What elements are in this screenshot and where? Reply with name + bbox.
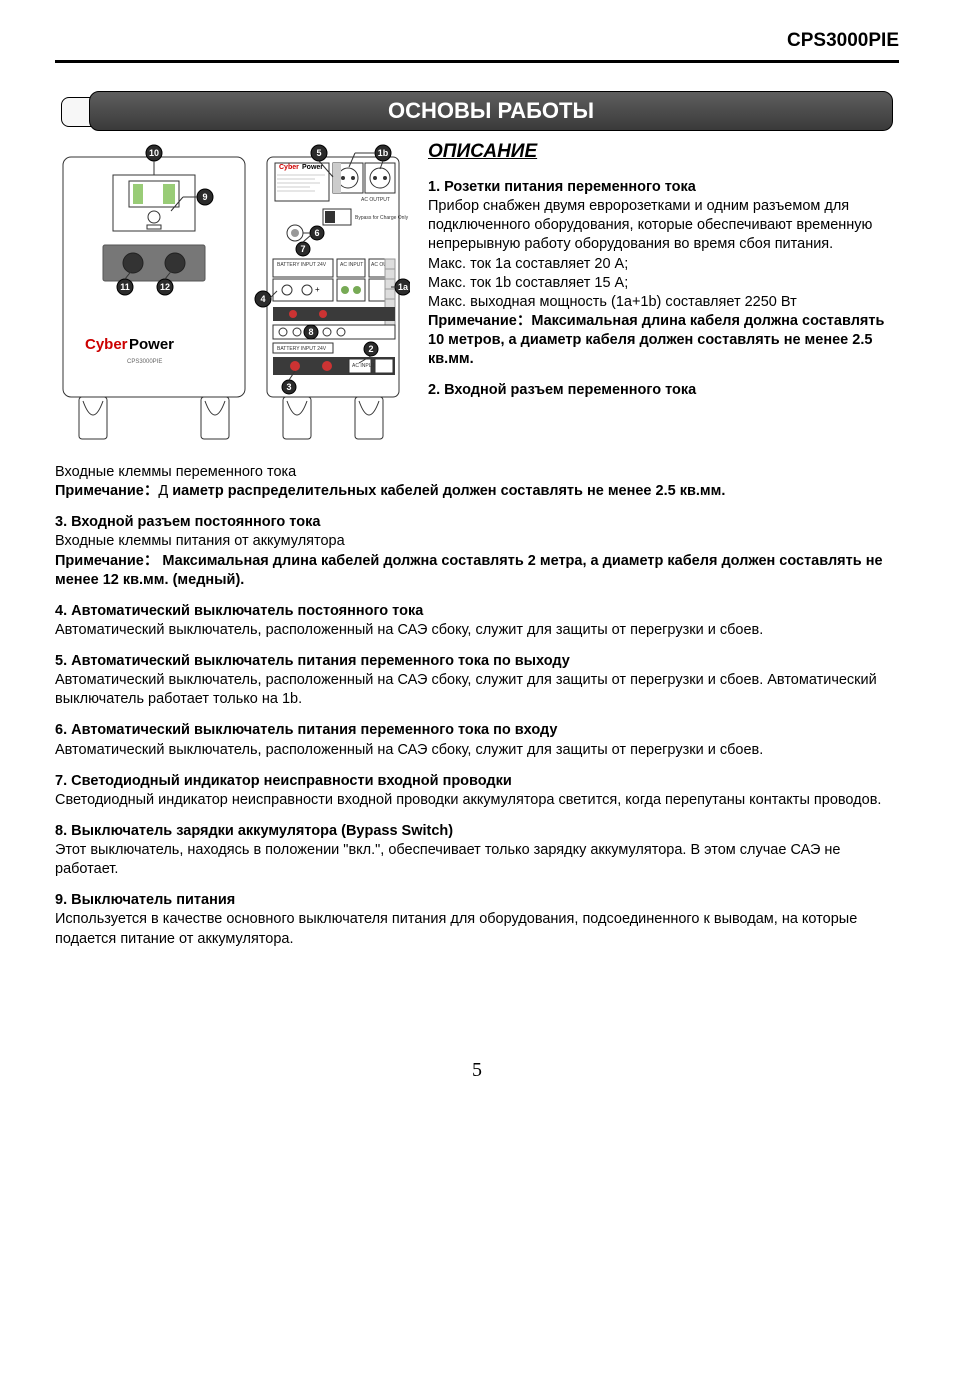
item1-heading: 1. Розетки питания переменного тока	[428, 178, 899, 197]
header-rule	[55, 60, 899, 63]
item1-l2: Макс. ток 1b составляет 15 А;	[428, 274, 899, 293]
svg-text:6: 6	[314, 228, 319, 238]
svg-text:9: 9	[202, 192, 207, 202]
svg-text:8: 8	[308, 327, 313, 337]
item9-heading: 9. Выключатель питания	[55, 891, 899, 910]
svg-text:7: 7	[300, 244, 305, 254]
svg-text:10: 10	[149, 148, 159, 158]
svg-text:3: 3	[286, 382, 291, 392]
item6-p1: Автоматический выключатель, расположенны…	[55, 741, 899, 760]
svg-text:Bypass for Charge Only: Bypass for Charge Only	[355, 215, 409, 221]
svg-text:BATTERY INPUT 24V: BATTERY INPUT 24V	[277, 262, 327, 268]
svg-text:Power: Power	[302, 164, 323, 171]
item1-p1: Прибор снабжен двумя евророзетками и одн…	[428, 197, 899, 254]
item4-p1: Автоматический выключатель, расположенны…	[55, 621, 899, 640]
item6-heading: 6. Автоматический выключатель питания пе…	[55, 721, 899, 740]
item9-p1: Используется в качестве основного выключ…	[55, 910, 899, 948]
svg-text:1b: 1b	[378, 148, 389, 158]
brand-cyber: Cyber	[85, 336, 128, 353]
item3-p1: Входные клеммы питания от аккумулятора	[55, 532, 899, 551]
svg-text:Cyber: Cyber	[279, 164, 299, 171]
item1-note-label: Примечание：	[428, 313, 531, 329]
section-banner: ОСНОВЫ РАБОТЫ	[89, 91, 893, 131]
item1-l1: Макс. ток 1a составляет 20 А;	[428, 255, 899, 274]
model-small: CPS3000PIE	[127, 359, 162, 365]
svg-text:4: 4	[260, 294, 265, 304]
item1-l3: Макс. выходная мощность (1а+1b) составля…	[428, 293, 899, 312]
svg-text:11: 11	[120, 282, 130, 292]
svg-text:AC INPUT: AC INPUT	[340, 262, 363, 268]
section-banner-wrap: ОСНОВЫ РАБОТЫ	[55, 91, 899, 131]
item4-heading: 4. Автоматический выключатель постоянног…	[55, 602, 899, 621]
item3-note-label: Примечание：	[55, 553, 162, 569]
item5-p1: Автоматический выключатель, расположенны…	[55, 671, 899, 709]
svg-text:2: 2	[368, 344, 373, 354]
svg-text:AC INPUT: AC INPUT	[352, 363, 375, 369]
item3-note: Максимальная длина кабелей должна состав…	[55, 553, 883, 588]
item-1: 1. Розетки питания переменного тока Приб…	[428, 178, 899, 369]
item2-note-label: Примечание：	[55, 483, 158, 499]
diagram-column: 10 9 11 12 Cyber	[55, 139, 410, 459]
item7-heading: 7. Светодиодный индикатор неисправности …	[55, 772, 899, 791]
svg-text:BATTERY INPUT 24V: BATTERY INPUT 24V	[277, 346, 327, 352]
svg-text:12: 12	[160, 282, 170, 292]
page-number: 5	[55, 1059, 899, 1082]
item5-heading: 5. Автоматический выключатель питания пе…	[55, 652, 899, 671]
item8-heading: 8. Выключатель зарядки аккумулятора (Byp…	[55, 822, 899, 841]
svg-text:5: 5	[316, 148, 321, 158]
item8-p1: Этот выключатель, находясь в положении "…	[55, 841, 899, 879]
svg-text:1a: 1a	[398, 282, 409, 292]
brand-power: Power	[129, 336, 174, 353]
item2-heading: 2. Входной разъем переменного тока	[428, 381, 899, 400]
item2-note-pre: Д	[158, 483, 168, 499]
device-diagram: 10 9 11 12 Cyber	[55, 139, 410, 459]
model-header: CPS3000PIE	[55, 30, 899, 60]
item3-heading: 3. Входной разъем постоянного тока	[55, 513, 899, 532]
item2-note: иаметр распределительных кабелей должен …	[168, 483, 725, 499]
description-title: ОПИСАНИЕ	[428, 139, 899, 164]
svg-text:+: +	[315, 285, 320, 294]
item2-p1: Входные клеммы переменного тока	[55, 463, 899, 482]
svg-text:AC OUTPUT: AC OUTPUT	[361, 197, 390, 203]
item7-p1: Светодиодный индикатор неисправности вхо…	[55, 791, 899, 810]
